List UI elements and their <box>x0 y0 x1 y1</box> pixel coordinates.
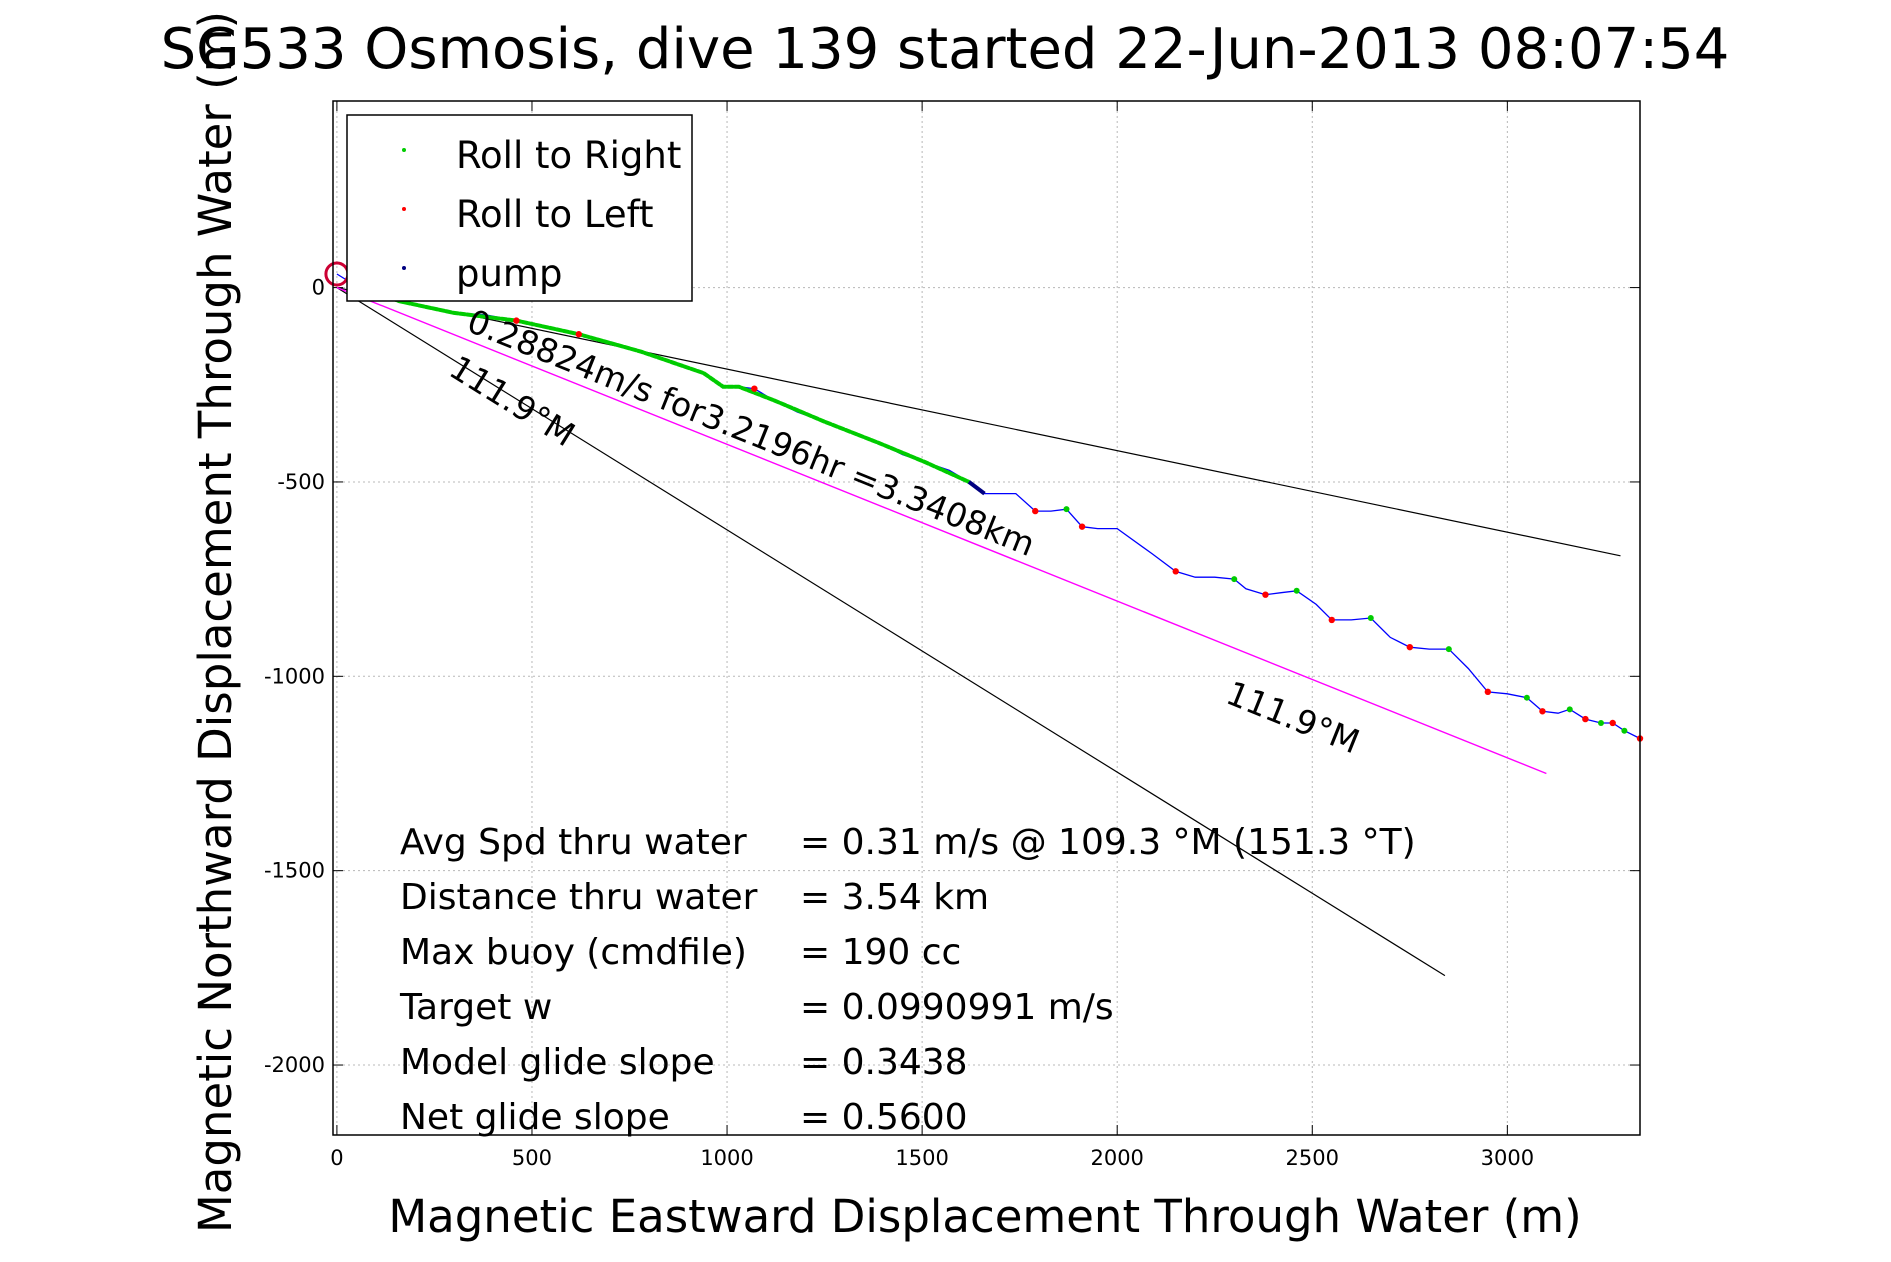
legend-label-pump: pump <box>456 252 562 295</box>
x-axis-label: Magnetic Eastward Displacement Through W… <box>388 1190 1581 1243</box>
roll-right-point <box>1231 576 1238 583</box>
stat-label: Distance thru water <box>400 877 758 918</box>
y-tick-label: -1500 <box>264 859 325 883</box>
legend: Roll to Right Roll to Left pump <box>346 114 693 302</box>
roll-left-point <box>1484 688 1492 696</box>
legend-marker-roll-left <box>402 207 406 211</box>
x-tick-label: 3000 <box>1481 1146 1534 1170</box>
roll-left-point <box>1328 616 1335 624</box>
roll-left-point <box>1582 715 1589 723</box>
roll-left-point <box>1406 643 1414 651</box>
roll-left-point <box>1078 523 1086 530</box>
stat-label: Target w <box>399 987 552 1028</box>
chart-title: SG533 Osmosis, dive 139 started 22-Jun-2… <box>161 17 1730 82</box>
stat-label: Model glide slope <box>400 1042 715 1083</box>
stat-value: = 0.31 m/s @ 109.3 °M (151.3 °T) <box>800 822 1416 863</box>
roll-right-point <box>1621 727 1628 734</box>
tick-labels: 0 500 1000 1500 2000 2500 3000 0 -500 -1000 -1500 -… <box>264 101 1640 1170</box>
x-tick-label: 0 <box>330 1146 343 1170</box>
roll-left-point <box>1609 719 1616 727</box>
x-tick-label: 2000 <box>1090 1146 1143 1170</box>
stat-value: = 0.5600 <box>800 1097 968 1138</box>
roll-left-point <box>751 385 758 392</box>
y-tick-label: -500 <box>277 470 325 494</box>
roll-left-point <box>1539 708 1546 715</box>
x-tick-label: 2500 <box>1286 1146 1339 1170</box>
cone-line <box>336 286 1621 557</box>
stat-label: Net glide slope <box>400 1097 670 1138</box>
roll-right-point <box>1523 694 1530 701</box>
legend-label-roll-left: Roll to Left <box>456 193 654 236</box>
roll-left-point <box>1032 507 1039 515</box>
x-tick-label: 1500 <box>895 1146 948 1170</box>
stat-value: = 3.54 km <box>800 877 989 918</box>
y-tick-label: -1000 <box>264 664 325 688</box>
stat-value: = 190 cc <box>800 932 961 973</box>
roll-right-point <box>1063 506 1070 513</box>
legend-marker-pump <box>402 266 406 270</box>
y-axis-label: Magnetic Northward Displacement Through … <box>189 11 242 1233</box>
roll-right-segment <box>350 281 971 484</box>
mean-course-line <box>336 286 1547 775</box>
x-tick-label: 1000 <box>700 1146 753 1170</box>
legend-label-roll-right: Roll to Right <box>456 134 681 177</box>
stat-value: = 0.3438 <box>800 1042 968 1083</box>
pump-segment <box>967 480 986 496</box>
stat-value: = 0.0990991 m/s <box>800 987 1114 1028</box>
roll-left-point <box>513 317 520 324</box>
x-tick-label: 500 <box>512 1146 552 1170</box>
track-layer <box>324 261 1644 742</box>
roll-right-point <box>1597 719 1604 726</box>
roll-left-point <box>575 331 582 338</box>
stat-label: Max buoy (cmdfile) <box>400 932 747 973</box>
plot-frame <box>332 100 1641 1136</box>
roll-right-point <box>1566 706 1573 713</box>
roll-right-point <box>1293 587 1300 594</box>
legend-marker-roll-right <box>402 148 406 152</box>
y-tick-label: 0 <box>312 276 325 300</box>
stats-block: Avg Spd thru water = 0.31 m/s @ 109.3 °M … <box>399 822 1416 1138</box>
roll-right-point <box>1367 615 1374 621</box>
cone-line <box>336 287 1446 977</box>
stat-label: Avg Spd thru water <box>400 822 747 863</box>
roll-left-point <box>1172 568 1179 575</box>
reference-lines <box>336 286 1621 977</box>
y-tick-label: -2000 <box>264 1053 325 1077</box>
grid <box>333 101 1640 1135</box>
roll-left-point <box>1262 591 1269 598</box>
roll-right-point <box>1445 646 1452 653</box>
